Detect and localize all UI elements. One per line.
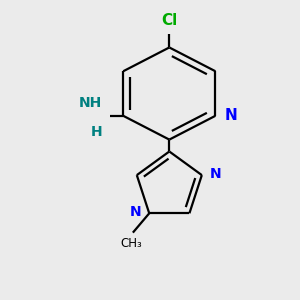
Text: CH₃: CH₃ [121, 237, 142, 250]
Text: N: N [224, 108, 237, 123]
Text: N: N [209, 167, 221, 181]
Text: N: N [130, 205, 142, 219]
Text: H: H [91, 125, 102, 139]
Text: NH: NH [79, 96, 102, 110]
Text: Cl: Cl [161, 13, 177, 28]
